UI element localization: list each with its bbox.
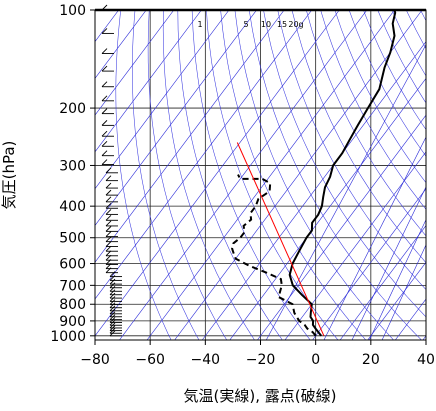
wind-barb-flag [105,182,112,189]
dry-adiabat-line [132,10,200,340]
dry-adiabat-line [306,10,426,237]
dry-adiabat-line [234,10,394,340]
temperature-line [288,10,397,337]
x-tick-label: 20 [362,352,380,368]
dry-adiabat-line [277,10,426,291]
wind-barb-flag [101,108,108,114]
y-axis-title: 気圧(hPa) [0,141,18,210]
dry-adiabat-line [320,10,426,210]
y-tick-label: 800 [59,297,86,313]
wind-barb-flag [105,175,112,181]
wind-barb-flag [101,150,108,157]
wind-barb-flag [105,209,112,215]
dry-adiabat-line [162,10,255,340]
wind-barb-flag [101,81,108,88]
y-tick-label: 900 [59,314,86,330]
isotherm-line [95,10,230,190]
wind-barb-flag [105,202,112,209]
wind-barb-flag [109,296,116,302]
x-axis-title: 気温(実線), 露点(破線) [184,387,337,405]
isotherm-line [339,224,426,340]
mixing-ratio-label: 10 [261,20,271,29]
isotherm-line [95,10,285,263]
dry-adiabat-line [348,10,426,157]
dry-adiabat-line [147,10,227,340]
wind-barb-flag [109,282,116,289]
wind-barb-flag [105,231,112,237]
mixing-ratio-line [323,136,426,340]
wind-barb-flag [109,305,116,312]
wind-barb-flag [109,302,116,309]
dry-adiabat-line [291,10,426,264]
wind-barb-flag [109,308,116,315]
wind-barb-flag [105,245,112,252]
isotherm-line [95,10,340,337]
wind-barb-flag [101,130,108,137]
isotherm-line [229,77,426,340]
wind-barb-flag [105,236,112,242]
wind-barb-flag [105,220,112,227]
isotherm-line [284,151,426,340]
y-tick-label: 700 [59,278,86,294]
dry-adiabat-line [177,10,283,340]
mixing-ratio-line [265,43,426,340]
wind-barb-flag [101,95,108,102]
dry-adiabat-line [206,10,339,340]
wind-barb-flag [101,28,108,34]
y-tick-label: 600 [59,257,86,273]
x-tick-label: −80 [80,352,110,368]
y-tick-label: 400 [59,199,86,215]
isotherm-line [95,10,257,226]
isotherm-line [95,10,202,153]
parcel-line [236,142,325,337]
dry-adiabat-line [115,10,172,340]
wind-barb-flag [105,214,112,221]
dry-adiabat-line [248,10,422,340]
mixing-ratio-label: 1 [197,20,202,29]
dry-adiabat-line [220,10,367,340]
mixing-ratio-line [369,218,426,340]
isotherm-line [119,10,368,340]
dry-adiabat-line [334,10,426,184]
y-tick-label: 1000 [50,329,86,345]
isotherm-line [146,10,395,340]
isotherm-line [257,114,426,340]
wind-barb-flag [101,140,108,147]
mixing-ratio-label: 20g [288,20,303,29]
wind-barb-flag [101,48,108,54]
isotherm-line [312,188,426,340]
isotherm-line [174,10,423,340]
wind-barb-flag [101,120,108,126]
wind-barb-flag [109,289,116,296]
x-tick-label: −60 [135,352,165,368]
x-tick-label: 0 [311,352,320,368]
wind-barb-flag [105,167,112,174]
wind-barb-flag [101,159,108,165]
wind-barb-flag [105,241,112,247]
wind-barb-flag [105,226,112,232]
y-tick-label: 300 [59,158,86,174]
mixing-ratio-label: 15 [277,20,287,29]
y-tick-label: 200 [59,101,86,117]
isotherm-line [367,261,426,340]
x-tick-label: −40 [191,352,221,368]
isotherm-line [95,10,313,300]
wind-barb-flag [105,196,112,203]
wind-barb-flag [105,189,112,196]
mixing-ratio-line [381,244,426,340]
dewpoint-line [231,174,317,337]
wind-barb-flag [101,65,108,72]
mixing-ratio-label: 5 [243,20,248,29]
y-tick-label: 100 [59,3,86,19]
isotherm-line [201,41,426,340]
isotherm-line [95,10,147,79]
x-tick-label: 40 [417,352,435,368]
wind-barb-flag [109,285,116,292]
y-tick-label: 500 [59,231,86,247]
x-tick-label: −20 [246,352,276,368]
dry-adiabat-line [191,10,311,340]
wind-barb-flag [109,292,116,299]
wind-barb-flag [109,299,116,305]
